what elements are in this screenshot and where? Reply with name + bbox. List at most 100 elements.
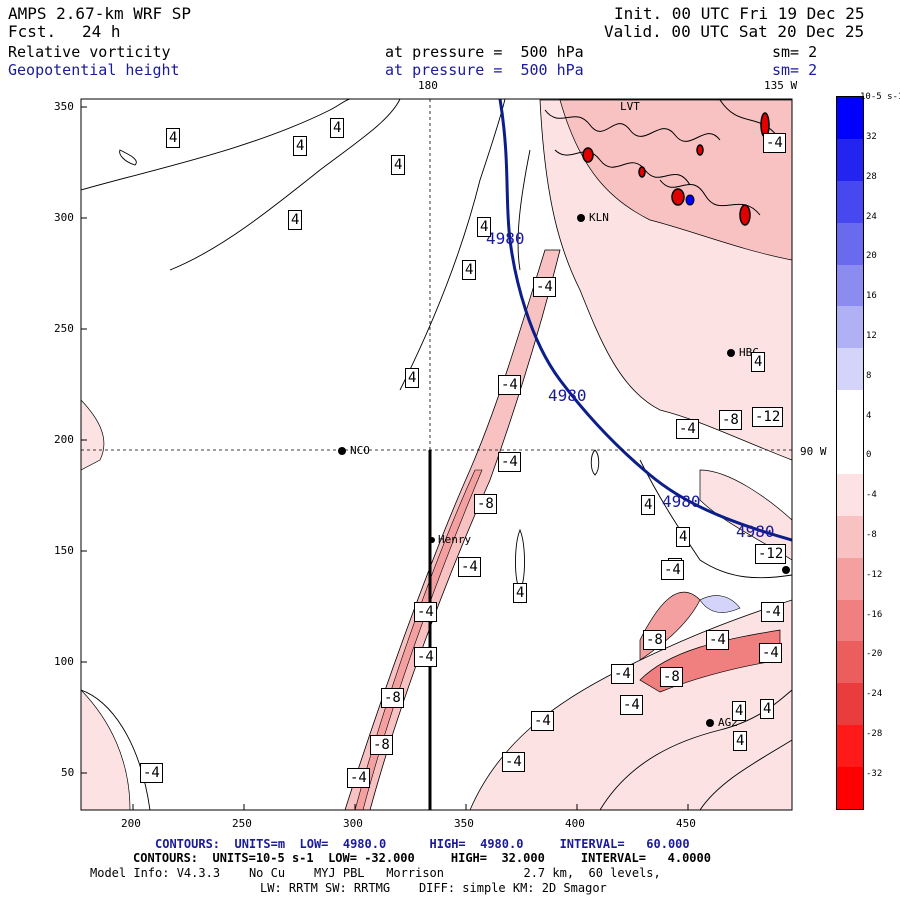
colorbar-label: 20 — [866, 251, 877, 262]
station-label: Henry — [438, 533, 472, 546]
station-nco-marker — [338, 447, 346, 455]
vorticity-label-negative: -4 — [347, 768, 370, 788]
colorbar-label: 32 — [866, 132, 877, 142]
vorticity-label-positive: 4 — [760, 699, 775, 719]
station-kln-marker — [577, 214, 585, 222]
vorticity-label-positive: 4 — [405, 368, 420, 388]
colorbar-swatch — [837, 767, 863, 809]
vorticity-label-positive: 4 — [733, 731, 748, 751]
colorbar-swatch — [837, 599, 863, 642]
vorticity-label-negative: -12 — [752, 407, 784, 427]
colorbar-label: -20 — [866, 649, 883, 660]
positive-contours — [81, 99, 792, 810]
vorticity-label-negative: -4 — [533, 277, 556, 297]
station-label: KLN — [589, 211, 609, 224]
height-label: 4980 — [548, 386, 587, 405]
colorbar — [836, 96, 864, 810]
colorbar-swatch — [837, 97, 863, 139]
y-tick-label: 350 — [54, 100, 74, 113]
axis-ticks — [81, 106, 689, 810]
y-tick-label: 300 — [54, 211, 74, 224]
vorticity-label-positive: 4 — [391, 155, 406, 175]
y-tick-label: 100 — [54, 655, 74, 668]
shade-blue-patch — [699, 595, 741, 613]
vorticity-label-negative: -4 — [763, 133, 786, 153]
vorticity-label-negative: -8 — [381, 688, 404, 708]
colorbar-swatch — [837, 557, 863, 600]
vorticity-label-negative: -4 — [620, 695, 643, 715]
vorticity-label-positive: 4 — [676, 527, 691, 547]
height-label: 4980 — [486, 229, 525, 248]
colorbar-swatch — [837, 390, 863, 433]
colorbar-swatch — [837, 180, 863, 223]
colorbar-label: 12 — [866, 331, 877, 341]
colorbar-unit: 10-5 s-1 — [860, 92, 900, 102]
footer-height-contours: CONTOURS: UNITS=m LOW= 4980.0 HIGH= 4980… — [155, 837, 690, 851]
x-tick-label: 300 — [343, 817, 363, 830]
convective-cells — [582, 112, 770, 226]
colorbar-label: -24 — [866, 689, 883, 700]
colorbar-swatch — [837, 683, 863, 726]
smoothing-geopotential: sm= 2 — [772, 61, 818, 79]
station-label: NCO — [350, 444, 370, 457]
vorticity-label-positive: 4 — [641, 495, 656, 515]
shade-west — [81, 399, 105, 471]
footer-vorticity-contours: CONTOURS: UNITS=10-5 s-1 LOW= -32.000 HI… — [133, 851, 711, 865]
vorticity-label-positive: 4 — [330, 118, 345, 138]
colorbar-label: 28 — [866, 171, 877, 182]
colorbar-label: 0 — [866, 450, 872, 461]
colorbar-label: -16 — [866, 609, 883, 620]
top-lon-135w: 135 W — [764, 79, 798, 92]
y-tick-label: 150 — [54, 544, 74, 557]
vorticity-label-negative: -4 — [458, 557, 481, 577]
vorticity-label-negative: -8 — [474, 494, 497, 514]
colorbar-label: 4 — [866, 410, 872, 421]
forecast-hour: 24 h — [82, 22, 121, 41]
colorbar-label: -12 — [866, 569, 883, 580]
colorbar-swatch — [837, 222, 863, 265]
vorticity-label-negative: -8 — [719, 410, 742, 430]
colorbar-swatch — [837, 641, 863, 684]
vorticity-label-negative: -4 — [759, 643, 782, 663]
forecast-label: Fcst. — [8, 22, 57, 41]
vorticity-label-positive: 4 — [732, 701, 747, 721]
vorticity-label-negative: -4 — [706, 630, 729, 650]
vorticity-label-negative: -4 — [611, 664, 634, 684]
colorbar-swatch — [837, 432, 863, 474]
colorbar-swatch — [837, 725, 863, 768]
colorbar-swatch — [837, 473, 863, 516]
vorticity-label-negative: -4 — [498, 452, 521, 472]
station-markers — [338, 214, 790, 727]
vorticity-label-negative: -4 — [414, 647, 437, 667]
vorticity-label-negative: -12 — [755, 544, 787, 564]
station-hbc-marker — [727, 349, 735, 357]
pressure-vorticity: at pressure = 500 hPa — [385, 43, 584, 61]
vorticity-label-negative: -4 — [761, 602, 784, 622]
y-tick-label: 250 — [54, 322, 74, 335]
y-tick-label: 50 — [61, 766, 75, 779]
vorticity-label-positive: 4 — [477, 217, 492, 237]
x-tick-label: 200 — [121, 817, 141, 830]
colorbar-swatch — [837, 306, 863, 349]
footer-physics-info: LW: RRTM SW: RRTMG DIFF: simple KM: 2D S… — [260, 881, 607, 895]
colorbar-label: -28 — [866, 729, 883, 739]
convective-cell-blue — [685, 194, 695, 206]
vorticity-label-positive: 4 — [293, 136, 308, 156]
vorticity-label-positive: 4 — [751, 352, 766, 372]
colorbar-label: -4 — [866, 490, 877, 501]
y-tick-label: 200 — [54, 433, 74, 446]
colorbar-swatch — [837, 264, 863, 307]
vorticity-label-negative: -4 — [661, 560, 684, 580]
x-tick-label: 450 — [676, 817, 696, 830]
vorticity-label-negative: -4 — [140, 763, 163, 783]
shade-southwest — [81, 689, 131, 810]
init-time: Init. 00 UTC Fri 19 Dec 25 — [614, 4, 865, 23]
station-edge-marker — [782, 566, 790, 574]
vorticity-label-negative: -8 — [370, 735, 393, 755]
smoothing-vorticity: sm= 2 — [772, 43, 818, 61]
right-lat-90w: 90 W — [800, 445, 827, 458]
colorbar-swatch — [837, 515, 863, 558]
x-tick-label: 350 — [454, 817, 474, 830]
colorbar-swatch — [837, 138, 863, 181]
valid-time: Valid. 00 UTC Sat 20 Dec 25 — [604, 22, 865, 41]
